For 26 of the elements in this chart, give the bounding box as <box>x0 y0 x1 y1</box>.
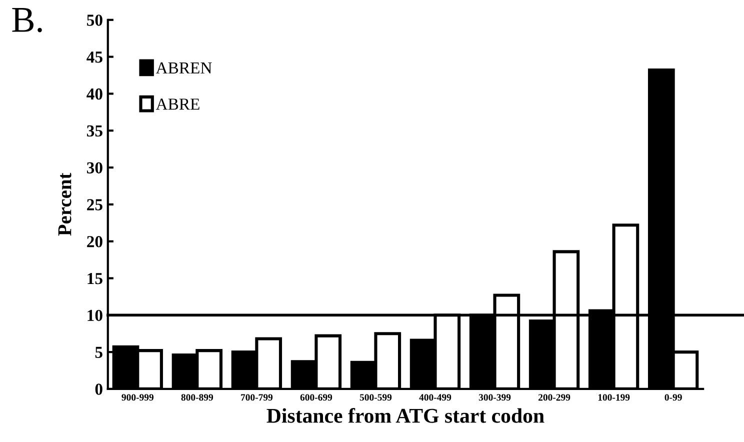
y-tick-label: 15 <box>88 273 102 284</box>
x-tick-label: 500-599 <box>360 394 392 401</box>
x-tick-label: 900-999 <box>122 394 154 401</box>
x-tick-label: 0-99 <box>664 394 682 401</box>
y-tick-label: 0 <box>95 384 102 395</box>
y-tick-label: 50 <box>87 14 102 26</box>
legend-label: ABREN <box>156 62 212 74</box>
y-tick-label: 35 <box>86 125 102 137</box>
y-tick-label: 10 <box>88 310 102 322</box>
x-tick-label: 600-699 <box>300 394 332 401</box>
x-tick-label: 400-499 <box>419 394 452 401</box>
y-tick-label: 20 <box>87 236 102 248</box>
y-tick-label: 40 <box>86 88 102 100</box>
x-tick-label: 700-799 <box>241 394 273 401</box>
x-tick-label: 300-399 <box>478 394 511 401</box>
y-tick-label: 45 <box>86 52 102 63</box>
text: B. <box>12 8 42 32</box>
x-tick-label: 200-299 <box>538 394 570 401</box>
y-tick-label: 25 <box>87 199 102 210</box>
x-axis-title: Distance from ATG start codon <box>266 408 544 423</box>
legend-label: ABRE <box>156 98 200 110</box>
y-axis-title: Percent <box>58 172 72 236</box>
x-tick-label: 800-899 <box>181 394 214 401</box>
y-tick-label: 30 <box>86 162 102 174</box>
y-tick-label: 5 <box>95 346 102 358</box>
x-tick-label: 100-199 <box>598 394 630 401</box>
